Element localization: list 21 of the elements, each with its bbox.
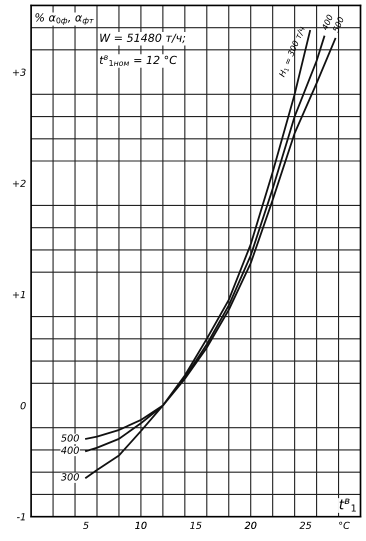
x-tick-label: °C bbox=[339, 522, 350, 530]
annotation: 500 bbox=[61, 434, 79, 442]
y-tick-label: -1 bbox=[16, 513, 25, 520]
y-tick-label: +3 bbox=[12, 68, 26, 76]
annotation: 500 bbox=[332, 16, 344, 33]
annotation: 400 bbox=[61, 446, 79, 454]
x-tick-label: 5 bbox=[83, 522, 89, 530]
y-tick-label: 0 bbox=[20, 402, 26, 410]
x-tick-label: 10 bbox=[135, 522, 147, 530]
annotation: Н$_{1}$ = 300 т/ч bbox=[278, 26, 306, 78]
y-tick-label: +1 bbox=[12, 290, 25, 298]
x-tick-label: 25 bbox=[299, 522, 312, 530]
annotation: W = 51480 т/ч; bbox=[100, 34, 186, 44]
annotation: 400 bbox=[321, 14, 334, 31]
x-tick-label: 15 bbox=[190, 522, 202, 530]
x-tick-label: 20 bbox=[244, 522, 256, 530]
x-axis-title: t$^{в}$$_{1}$ bbox=[340, 498, 356, 512]
y-axis-title: % α$_{0ф}$, α$_{фт}$ bbox=[35, 13, 94, 25]
y-tick-label: +2 bbox=[12, 180, 26, 187]
annotation: 300 bbox=[60, 473, 79, 481]
annotation: t$^{в}$$_{1ном}$ = 12 °C bbox=[100, 55, 177, 66]
